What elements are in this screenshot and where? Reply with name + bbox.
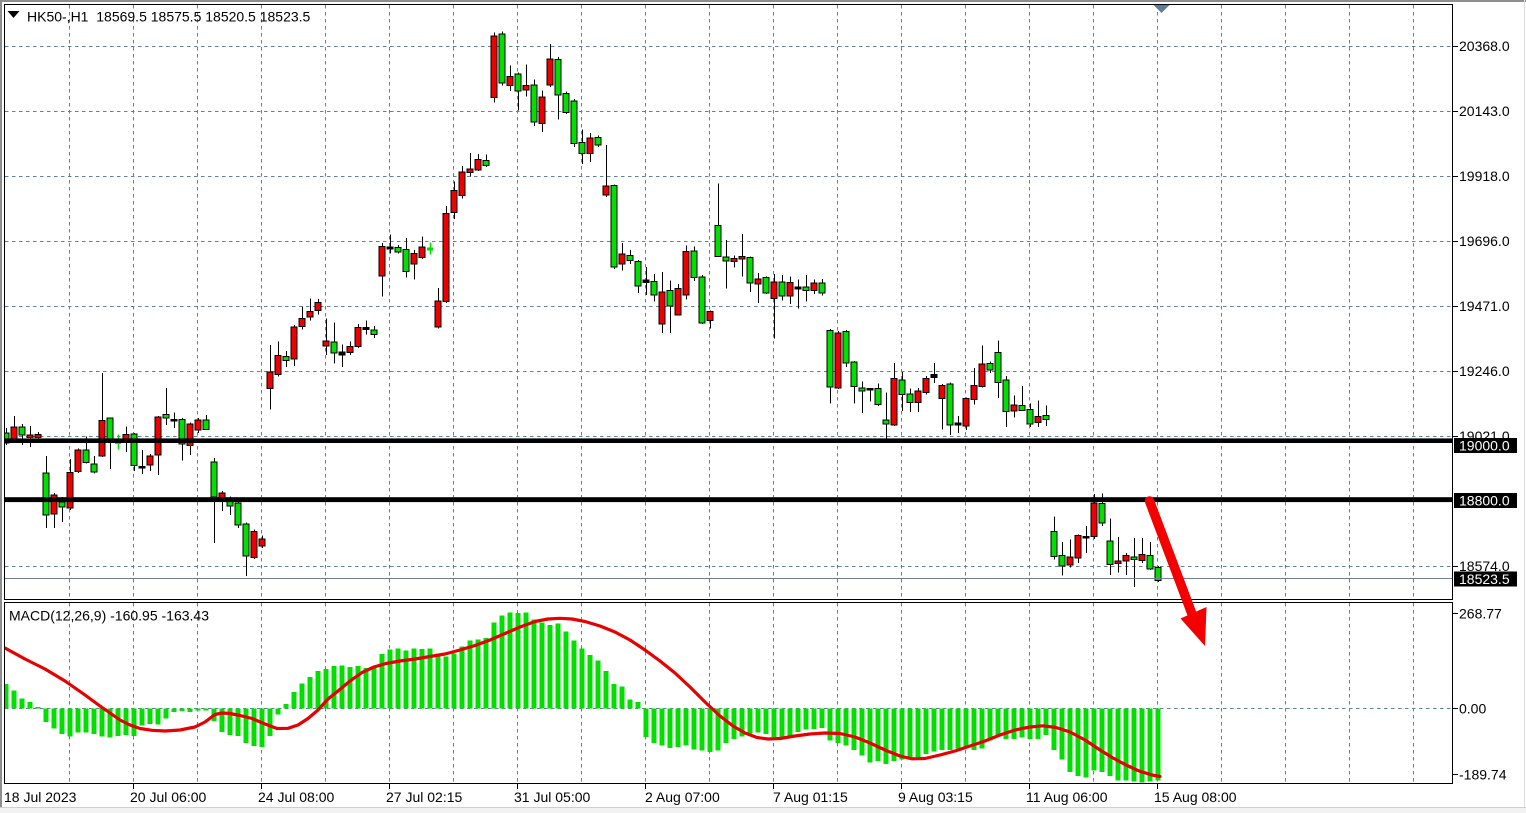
svg-text:19918.0: 19918.0 bbox=[1459, 168, 1510, 184]
svg-text:27 Jul 02:15: 27 Jul 02:15 bbox=[386, 789, 462, 805]
svg-text:20 Jul 06:00: 20 Jul 06:00 bbox=[130, 789, 206, 805]
svg-text:2 Aug 07:00: 2 Aug 07:00 bbox=[645, 789, 720, 805]
svg-text:11 Aug 06:00: 11 Aug 06:00 bbox=[1026, 789, 1108, 805]
svg-text:18523.5: 18523.5 bbox=[1459, 571, 1510, 587]
svg-text:20143.0: 20143.0 bbox=[1459, 103, 1510, 119]
svg-text:HK50-,H1 18569.5 18575.5 1852: HK50-,H1 18569.5 18575.5 18520.5 18523.5 bbox=[27, 9, 311, 25]
svg-text:15 Aug 08:00: 15 Aug 08:00 bbox=[1154, 789, 1237, 805]
svg-text:31 Jul 05:00: 31 Jul 05:00 bbox=[514, 789, 590, 805]
svg-text:7 Aug 01:15: 7 Aug 01:15 bbox=[773, 789, 848, 805]
svg-text:18574.0: 18574.0 bbox=[1459, 558, 1510, 574]
svg-text:19246.0: 19246.0 bbox=[1459, 363, 1510, 379]
svg-text:19696.0: 19696.0 bbox=[1459, 233, 1510, 249]
svg-text:18800.0: 18800.0 bbox=[1459, 493, 1510, 509]
svg-text:20368.0: 20368.0 bbox=[1459, 38, 1510, 54]
svg-text:19000.0: 19000.0 bbox=[1459, 438, 1510, 454]
svg-text:MACD(12,26,9) -160.95 -163.43: MACD(12,26,9) -160.95 -163.43 bbox=[9, 608, 209, 624]
svg-text:-189.74: -189.74 bbox=[1459, 767, 1507, 783]
svg-text:268.77: 268.77 bbox=[1459, 606, 1502, 622]
svg-text:18 Jul 2023: 18 Jul 2023 bbox=[4, 789, 77, 805]
svg-text:0.00: 0.00 bbox=[1459, 701, 1486, 717]
svg-text:19471.0: 19471.0 bbox=[1459, 298, 1510, 314]
svg-text:9 Aug 03:15: 9 Aug 03:15 bbox=[898, 789, 973, 805]
svg-text:24 Jul 08:00: 24 Jul 08:00 bbox=[258, 789, 334, 805]
